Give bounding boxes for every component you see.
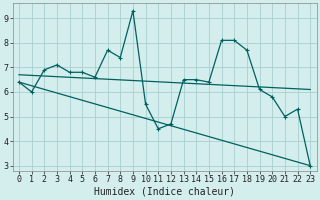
X-axis label: Humidex (Indice chaleur): Humidex (Indice chaleur) xyxy=(94,187,235,197)
